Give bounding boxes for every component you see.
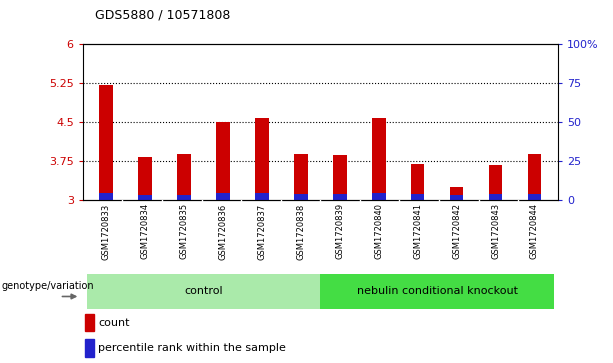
Bar	[177, 154, 191, 200]
Text: count: count	[99, 318, 130, 328]
Text: GSM1720841: GSM1720841	[413, 203, 422, 260]
Bar	[85, 339, 94, 357]
Bar	[528, 154, 541, 200]
Bar	[411, 164, 424, 200]
Text: GSM1720833: GSM1720833	[102, 203, 110, 260]
Bar	[528, 195, 541, 200]
Text: GSM1720840: GSM1720840	[374, 203, 383, 260]
Bar	[99, 193, 113, 200]
Text: GSM1720834: GSM1720834	[140, 203, 150, 260]
Bar	[139, 196, 152, 200]
Bar	[255, 118, 268, 200]
Text: GSM1720844: GSM1720844	[530, 203, 539, 260]
Bar	[294, 154, 308, 200]
Bar	[372, 118, 386, 200]
Text: GSM1720838: GSM1720838	[296, 203, 305, 260]
Bar	[216, 122, 230, 200]
Bar	[450, 195, 463, 200]
Bar	[86, 274, 321, 309]
Text: GSM1720836: GSM1720836	[218, 203, 227, 260]
Bar	[85, 314, 94, 331]
Bar	[255, 193, 268, 200]
Text: percentile rank within the sample: percentile rank within the sample	[99, 343, 286, 353]
Bar	[411, 195, 424, 200]
Bar	[333, 195, 346, 200]
Text: genotype/variation: genotype/variation	[2, 281, 94, 291]
Bar	[372, 193, 386, 200]
Bar	[489, 165, 502, 200]
Bar	[99, 85, 113, 200]
Text: nebulin conditional knockout: nebulin conditional knockout	[357, 286, 517, 296]
Text: GSM1720843: GSM1720843	[491, 203, 500, 260]
Bar	[216, 193, 230, 200]
Text: GDS5880 / 10571808: GDS5880 / 10571808	[95, 9, 230, 22]
Bar	[321, 274, 554, 309]
Bar	[333, 155, 346, 200]
Bar	[489, 195, 502, 200]
Text: GSM1720839: GSM1720839	[335, 203, 345, 260]
Bar	[139, 157, 152, 200]
Text: GSM1720842: GSM1720842	[452, 203, 461, 260]
Bar	[177, 196, 191, 200]
Text: control: control	[184, 286, 223, 296]
Bar	[294, 195, 308, 200]
Text: GSM1720835: GSM1720835	[180, 203, 189, 260]
Bar	[450, 187, 463, 200]
Text: GSM1720837: GSM1720837	[257, 203, 267, 260]
